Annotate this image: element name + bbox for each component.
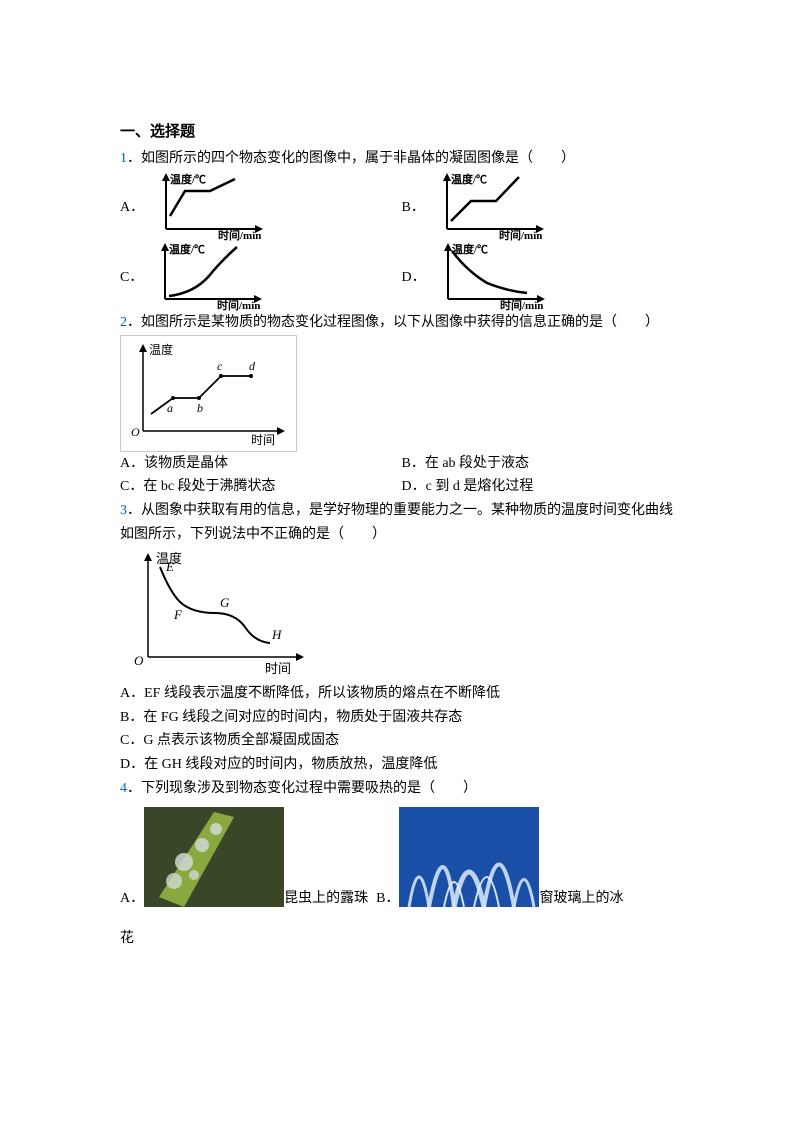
svg-text:温度: 温度 [149, 342, 173, 357]
svg-text:温度/℃: 温度/℃ [452, 242, 488, 256]
q3-number: 3 [120, 503, 127, 518]
q1-graphA: 温度/℃ 时间/min [150, 171, 280, 241]
q4-text: ．下列现象涉及到物态变化过程中需要吸热的是（ ） [127, 781, 477, 796]
q2-options: A．该物质是晶体 B．在 ab 段处于液态 C．在 bc 段处于沸腾状态 D．c… [120, 452, 683, 500]
q4-optB-label: B． [376, 887, 399, 907]
svg-text:F: F [173, 607, 183, 622]
q1-options-row1: A． 温度/℃ 时间/min B． [120, 171, 683, 241]
section-title: 一、选择题 [120, 120, 683, 141]
q1-text: ．如图所示的四个物态变化的图像中，属于非晶体的凝固图像是（ ） [127, 151, 575, 166]
q1-optC: C． 温度/℃ 时间/min [120, 241, 402, 311]
q1-options-row2: C． 温度/℃ 时间/min D． [120, 241, 683, 311]
svg-text:O: O [134, 653, 144, 668]
svg-text:E: E [165, 559, 174, 574]
q1-optA: A． 温度/℃ 时间/min [120, 171, 402, 241]
svg-text:H: H [271, 627, 282, 642]
svg-text:d: d [249, 359, 256, 373]
q3-optC: C．G 点表示该物质全部凝固成固态 [120, 729, 683, 753]
q2-optA: A．该物质是晶体 [120, 452, 402, 476]
q1-number: 1 [120, 151, 127, 166]
xaxis-label: 时间/min [218, 228, 261, 241]
q3-text: ．从图象中获取有用的信息，是学好物理的重要能力之一。某种物质的温度时间变化曲线如… [120, 503, 673, 542]
q1-optD: D． 温度/℃ 时间/min [402, 241, 684, 311]
q1-optB-label: B． [402, 196, 425, 216]
q3-stem: 3．从图象中获取有用的信息，是学好物理的重要能力之一。某种物质的温度时间变化曲线… [120, 499, 683, 547]
svg-text:a: a [167, 401, 173, 415]
svg-text:G: G [220, 595, 230, 610]
q2-optC: C．在 bc 段处于沸腾状态 [120, 475, 402, 499]
q2-text: ．如图所示是某物质的物态变化过程图像，以下从图像中获得的信息正确的是（ ） [127, 315, 659, 330]
svg-text:温度/℃: 温度/℃ [169, 242, 205, 256]
q4-options-row: A． 昆虫上的露珠 B． [120, 807, 683, 907]
q4-continuation: 花 [120, 927, 683, 951]
q4-optA-text: 昆虫上的露珠 [284, 887, 368, 907]
q2-graph: 温度 时间 O a b c d [120, 335, 683, 452]
q1-stem: 1．如图所示的四个物态变化的图像中，属于非晶体的凝固图像是（ ） [120, 147, 683, 171]
q4-optB-text: 窗玻璃上的冰 [539, 887, 623, 907]
page: 一、选择题 1．如图所示的四个物态变化的图像中，属于非晶体的凝固图像是（ ） A… [0, 0, 793, 991]
svg-text:温度/℃: 温度/℃ [451, 172, 487, 186]
q1-optB: B． 温度/℃ 时间/min [402, 171, 684, 241]
q4-optA-label: A． [120, 887, 144, 907]
q4-number: 4 [120, 781, 127, 796]
svg-text:时间/min: 时间/min [499, 228, 542, 241]
q2-number: 2 [120, 315, 127, 330]
q2-optD: D．c 到 d 是熔化过程 [402, 475, 684, 499]
q2-optB: B．在 ab 段处于液态 [402, 452, 684, 476]
q1-graphB: 温度/℃ 时间/min [431, 171, 561, 241]
q4-imageB [399, 807, 539, 907]
svg-text:c: c [217, 359, 223, 373]
q2-stem: 2．如图所示是某物质的物态变化过程图像，以下从图像中获得的信息正确的是（ ） [120, 311, 683, 335]
svg-text:b: b [197, 401, 203, 415]
q1-optD-label: D． [402, 266, 426, 286]
q4-stem: 4．下列现象涉及到物态变化过程中需要吸热的是（ ） [120, 777, 683, 801]
q1-graphC: 温度/℃ 时间/min [149, 241, 279, 311]
yaxis-label: 温度/℃ [170, 172, 206, 186]
q3-graph: 温度 时间 O E F G H [120, 547, 683, 682]
svg-text:时间/min: 时间/min [217, 298, 260, 311]
svg-text:时间: 时间 [265, 661, 291, 676]
q3-optB: B．在 FG 线段之间对应的时间内，物质处于固液共存态 [120, 706, 683, 730]
q1-optA-label: A． [120, 196, 144, 216]
svg-text:O: O [131, 425, 140, 439]
q3-optA: A．EF 线段表示温度不断降低，所以该物质的熔点在不断降低 [120, 682, 683, 706]
q4-imageA [144, 807, 284, 907]
q1-optC-label: C． [120, 266, 143, 286]
svg-text:时间: 时间 [251, 433, 275, 447]
svg-text:时间/min: 时间/min [500, 298, 543, 311]
q3-optD: D．在 GH 线段对应的时间内，物质放热，温度降低 [120, 753, 683, 777]
q1-graphD: 温度/℃ 时间/min [432, 241, 562, 311]
